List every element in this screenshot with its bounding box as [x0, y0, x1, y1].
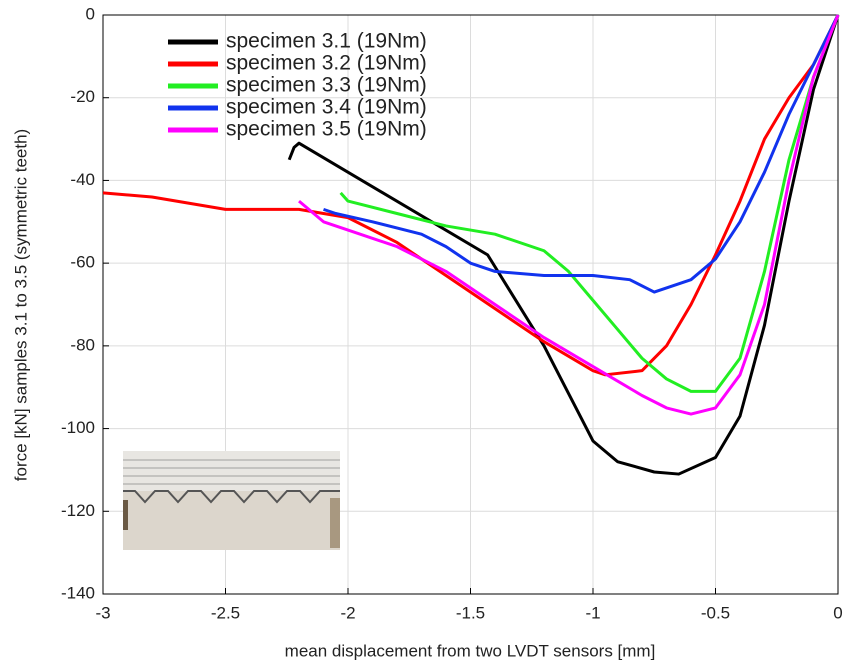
x-tick-label: -1.5: [456, 603, 485, 622]
data-line: [339, 14, 840, 393]
data-line: [323, 14, 840, 294]
y-axis-label: force [kN] samples 3.1 to 3.5 (symmetric…: [11, 129, 30, 481]
y-tick-label: -40: [70, 170, 95, 189]
legend-label: specimen 3.3 (19Nm): [226, 74, 427, 97]
x-tick-label: -2: [340, 603, 355, 622]
x-tick-label: -2.5: [211, 603, 240, 622]
y-tick-label: -140: [61, 583, 95, 602]
x-tick-label: -1: [585, 603, 600, 622]
data-line: [102, 14, 840, 377]
data-line: [287, 14, 840, 476]
x-tick-label: 0: [833, 603, 842, 622]
y-tick-label: -120: [61, 501, 95, 520]
y-tick-label: -60: [70, 253, 95, 272]
legend-label: specimen 3.4 (19Nm): [226, 96, 427, 119]
inset-photo: [123, 451, 340, 550]
y-tick-label: -100: [61, 418, 95, 437]
data-line: [298, 14, 840, 416]
y-tick-label: -80: [70, 335, 95, 354]
legend-label: specimen 3.2 (19Nm): [226, 52, 427, 75]
y-tick-label: -20: [70, 87, 95, 106]
legend-label: specimen 3.5 (19Nm): [226, 118, 427, 141]
x-tick-label: -0.5: [701, 603, 730, 622]
x-tick-label: -3: [95, 603, 110, 622]
legend-label: specimen 3.1 (19Nm): [226, 30, 427, 53]
y-tick-label: 0: [86, 4, 95, 23]
x-axis-label: mean displacement from two LVDT sensors …: [285, 641, 656, 660]
